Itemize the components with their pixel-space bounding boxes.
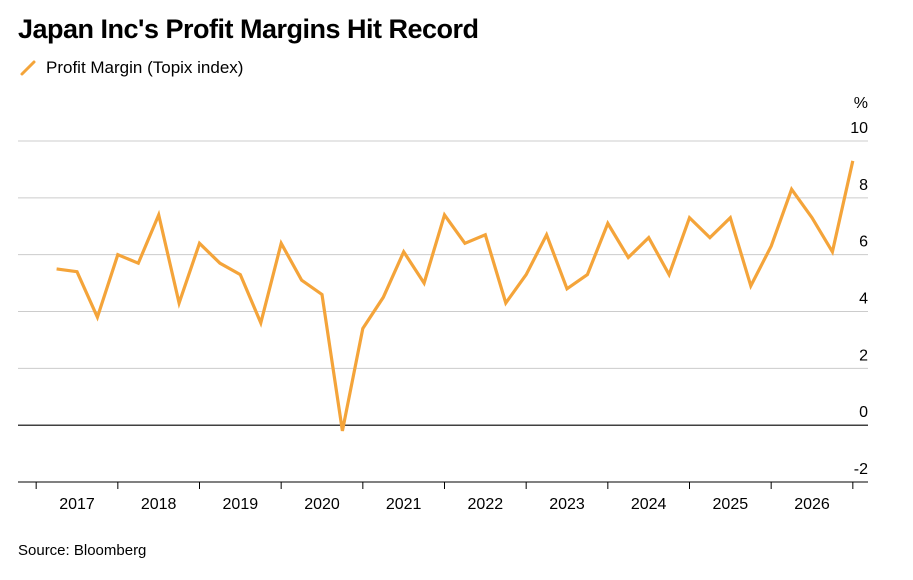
legend: Profit Margin (Topix index) [18, 58, 243, 78]
series-line [56, 160, 855, 432]
x-tick-label: 2024 [631, 496, 667, 513]
y-tick-label: 6 [859, 234, 868, 251]
y-tick-label: 8 [859, 177, 868, 194]
y-tick-label: 2 [859, 347, 868, 364]
y-tick-label: 10 [850, 120, 868, 137]
x-tick-label: 2023 [549, 496, 585, 513]
x-tick-label: 2025 [713, 496, 749, 513]
source-note: Source: Bloomberg [18, 542, 147, 559]
y-tick-label: 0 [859, 404, 868, 421]
x-tick-label: 2020 [304, 496, 340, 513]
y-unit-label: % [854, 95, 868, 112]
x-tick-label: 2021 [386, 496, 422, 513]
y-tick-label: 4 [859, 291, 868, 308]
legend-swatch-icon [20, 60, 36, 76]
x-tick-label: 2022 [468, 496, 504, 513]
x-tick-label: 2018 [141, 496, 177, 513]
legend-label: Profit Margin (Topix index) [46, 58, 244, 77]
y-tick-label: -2 [854, 461, 868, 478]
x-tick-label: 2026 [794, 496, 830, 513]
x-tick-label: 2019 [223, 496, 259, 513]
chart-title: Japan Inc's Profit Margins Hit Record [18, 14, 479, 44]
x-tick-label: 2017 [59, 496, 95, 513]
